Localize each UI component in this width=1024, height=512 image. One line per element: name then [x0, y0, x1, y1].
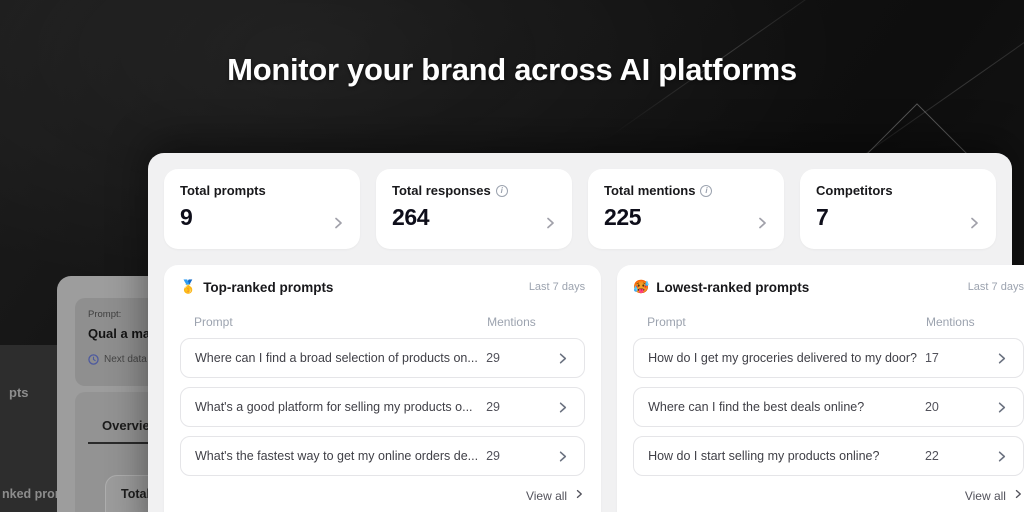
stat-card-competitors[interactable]: Competitors 7 [800, 169, 996, 249]
prompt-text: Where can I find a broad selection of pr… [195, 351, 478, 365]
tab-underline [88, 442, 162, 444]
preview-tab-overview: Overview [102, 418, 160, 433]
prompt-row[interactable]: What's a good platform for selling my pr… [180, 387, 586, 427]
period-label: Last 7 days [967, 281, 1024, 293]
stat-label: Total mentions [604, 183, 696, 198]
chevron-right-icon [552, 449, 570, 464]
column-header-prompt: Prompt [647, 315, 686, 329]
stat-value: 264 [392, 204, 430, 230]
prompt-row[interactable]: How do I start selling my products onlin… [633, 436, 1024, 476]
chevron-right-icon [552, 351, 570, 366]
preview-next-data-row: Next data c [88, 354, 155, 365]
stat-card-total-prompts[interactable]: Total prompts 9 [164, 169, 360, 249]
prompt-row[interactable]: How do I get my groceries delivered to m… [633, 338, 1024, 378]
mentions-count: 22 [924, 449, 939, 463]
column-header-mentions: Mentions [925, 315, 975, 329]
stat-label: Competitors [816, 183, 893, 198]
sections-row: 🥇 Top-ranked prompts Last 7 days Prompt … [164, 265, 1024, 512]
mentions-count: 17 [924, 351, 939, 365]
background-dashboard-fragment: pts nked prom [0, 345, 57, 512]
chevron-right-icon [966, 215, 982, 236]
chevron-right-icon [573, 487, 585, 505]
prompt-text: What's the fastest way to get my online … [195, 449, 479, 463]
stat-label: Total prompts [180, 183, 266, 198]
prompt-row[interactable]: Where can I find a broad selection of pr… [180, 338, 586, 378]
stat-value: 225 [604, 204, 642, 230]
chevron-right-icon [991, 400, 1009, 415]
chevron-right-icon [991, 449, 1009, 464]
info-icon[interactable]: i [700, 184, 713, 197]
mentions-count: 20 [924, 400, 939, 414]
prompt-row[interactable]: Where can I find the best deals online? … [633, 387, 1024, 427]
section-title: Top-ranked prompts [203, 279, 334, 295]
prompt-text: What's a good platform for selling my pr… [195, 400, 473, 414]
stat-value: 9 [180, 204, 193, 230]
gold-medal-icon: 🥇 [180, 279, 197, 294]
stats-row: Total prompts 9 Total responses i 264 To… [164, 169, 996, 249]
section-title: Lowest-ranked prompts [656, 279, 810, 295]
chevron-right-icon [542, 215, 558, 236]
fragment-text: pts [9, 385, 29, 400]
background-preview-card: Prompt: Qual a maq Next data c Overview … [57, 276, 162, 512]
prompt-text: How do I get my groceries delivered to m… [648, 351, 917, 365]
view-all-label: View all [525, 489, 568, 503]
dashboard-panel: Total prompts 9 Total responses i 264 To… [148, 153, 1024, 512]
preview-prompt-label: Prompt: [88, 309, 122, 320]
chevron-right-icon [991, 351, 1009, 366]
view-all-link[interactable]: View all [633, 487, 1024, 505]
stat-card-total-responses[interactable]: Total responses i 264 [376, 169, 572, 249]
info-icon[interactable]: i [495, 184, 508, 197]
prompt-row[interactable]: What's the fastest way to get my online … [180, 436, 586, 476]
page-title: Monitor your brand across AI platforms [227, 52, 797, 87]
preview-overview-card: Overview Total P [75, 392, 162, 512]
preview-next-data-text: Next data c [104, 354, 155, 365]
prompt-text: How do I start selling my products onlin… [648, 449, 880, 463]
view-all-label: View all [964, 489, 1006, 503]
mentions-count: 29 [486, 449, 500, 463]
chevron-right-icon [552, 400, 570, 415]
section-lowest-ranked-prompts: 🥵 Lowest-ranked prompts Last 7 days Prom… [617, 265, 1024, 512]
stat-label: Total responses [392, 183, 491, 198]
column-header-mentions: Mentions [487, 315, 536, 329]
stat-card-total-mentions[interactable]: Total mentions i 225 [588, 169, 784, 249]
section-top-ranked-prompts: 🥇 Top-ranked prompts Last 7 days Prompt … [164, 265, 602, 512]
mentions-count: 29 [486, 400, 500, 414]
fragment-text: nked prom [2, 487, 57, 501]
column-header-prompt: Prompt [194, 315, 233, 329]
view-all-link[interactable]: View all [180, 487, 585, 505]
clock-icon [88, 354, 99, 365]
stat-value: 7 [816, 204, 829, 230]
chevron-right-icon [754, 215, 770, 236]
chevron-right-icon [1012, 487, 1024, 505]
mentions-count: 29 [486, 351, 500, 365]
preview-prompt-card: Prompt: Qual a maq Next data c [75, 298, 162, 386]
prompt-text: Where can I find the best deals online? [648, 400, 865, 414]
period-label: Last 7 days [528, 281, 586, 293]
preview-prompt-text: Qual a maq [88, 326, 159, 341]
hot-face-icon: 🥵 [633, 279, 650, 294]
chevron-right-icon [330, 215, 346, 236]
